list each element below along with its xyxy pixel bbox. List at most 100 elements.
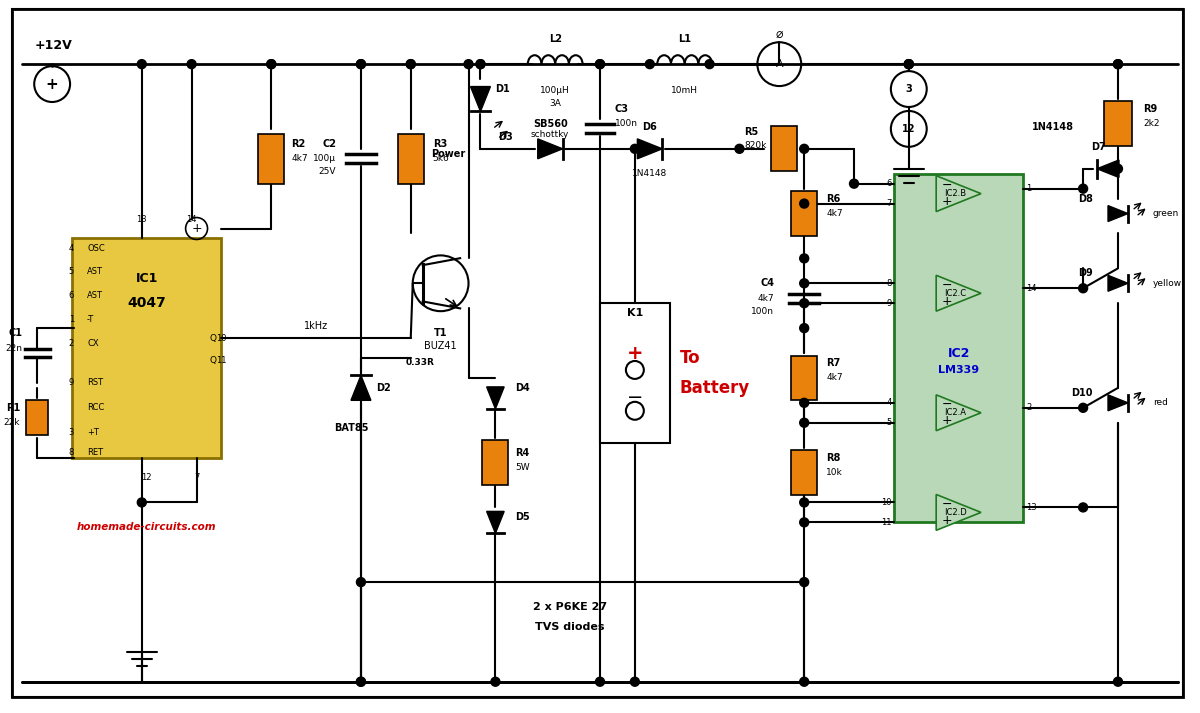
Circle shape	[850, 179, 858, 188]
FancyBboxPatch shape	[772, 126, 797, 171]
Text: 7: 7	[194, 473, 199, 481]
Text: L2: L2	[548, 34, 562, 44]
Circle shape	[799, 578, 809, 587]
Text: R9: R9	[1142, 104, 1157, 114]
Circle shape	[356, 677, 366, 686]
Text: ⌀: ⌀	[775, 28, 784, 41]
Text: Q: Q	[210, 334, 216, 342]
Text: 12: 12	[902, 124, 916, 134]
Text: −: −	[942, 279, 953, 292]
Text: 13: 13	[1026, 503, 1037, 512]
Text: AST: AST	[88, 267, 103, 276]
Circle shape	[646, 60, 654, 68]
Text: 2: 2	[1026, 404, 1032, 412]
Text: 3: 3	[68, 429, 74, 437]
Circle shape	[356, 677, 366, 686]
Circle shape	[476, 60, 485, 68]
Text: IC2.A: IC2.A	[944, 409, 967, 417]
Text: 4k7: 4k7	[292, 154, 308, 163]
Text: 4k7: 4k7	[826, 374, 842, 382]
Circle shape	[799, 419, 809, 427]
Polygon shape	[1097, 160, 1118, 178]
Text: Q: Q	[210, 356, 216, 366]
Polygon shape	[470, 86, 491, 111]
FancyBboxPatch shape	[1104, 101, 1132, 146]
Circle shape	[799, 677, 809, 686]
FancyBboxPatch shape	[791, 191, 817, 236]
Text: 1: 1	[68, 314, 74, 324]
Text: +: +	[942, 294, 953, 308]
Polygon shape	[1108, 275, 1128, 291]
Circle shape	[266, 60, 276, 68]
Text: D9: D9	[1079, 268, 1093, 278]
Text: BUZ41: BUZ41	[425, 341, 457, 351]
Text: 7: 7	[887, 199, 892, 208]
Text: Power: Power	[431, 149, 466, 159]
Circle shape	[187, 60, 196, 68]
Text: 5k6: 5k6	[433, 154, 450, 163]
Text: +: +	[626, 344, 643, 362]
Text: K1: K1	[626, 308, 643, 318]
Text: 100n: 100n	[751, 307, 774, 316]
Circle shape	[630, 144, 640, 153]
Text: D6: D6	[642, 122, 658, 132]
Text: +: +	[942, 414, 953, 427]
Text: D3: D3	[498, 132, 512, 142]
Text: IC2.C: IC2.C	[944, 289, 967, 298]
Text: 100µH: 100µH	[540, 86, 570, 95]
Text: 4k7: 4k7	[757, 294, 774, 303]
Text: +: +	[191, 222, 202, 235]
Circle shape	[799, 399, 809, 407]
Text: R4: R4	[515, 448, 529, 458]
Text: homemade-circuits.com: homemade-circuits.com	[77, 523, 216, 533]
Text: CX: CX	[88, 339, 98, 347]
Text: R7: R7	[826, 358, 840, 368]
Circle shape	[1114, 60, 1122, 68]
Text: 6: 6	[887, 179, 892, 188]
Polygon shape	[538, 139, 563, 159]
Text: 4: 4	[887, 399, 892, 407]
Text: 8: 8	[887, 279, 892, 288]
Text: R8: R8	[826, 453, 840, 463]
Text: 22n: 22n	[5, 344, 23, 352]
Polygon shape	[936, 175, 982, 212]
Text: 25V: 25V	[318, 168, 336, 176]
Circle shape	[706, 60, 714, 68]
Text: A: A	[775, 59, 784, 69]
Text: schottky: schottky	[532, 130, 569, 139]
Text: R3: R3	[433, 139, 446, 149]
Text: 4: 4	[68, 244, 74, 253]
Text: L1: L1	[678, 34, 691, 44]
Text: 1N4148: 1N4148	[632, 169, 667, 178]
Circle shape	[1114, 60, 1122, 68]
Text: RET: RET	[88, 448, 103, 457]
Circle shape	[476, 60, 485, 68]
Circle shape	[799, 324, 809, 332]
FancyBboxPatch shape	[600, 303, 670, 443]
Circle shape	[266, 60, 276, 68]
Text: 2: 2	[68, 339, 74, 347]
Text: 10: 10	[881, 498, 892, 507]
Text: D8: D8	[1078, 194, 1093, 204]
Polygon shape	[936, 395, 982, 431]
Text: −: −	[626, 389, 643, 407]
Text: LM339: LM339	[938, 365, 979, 375]
Polygon shape	[936, 494, 982, 530]
Circle shape	[464, 60, 473, 68]
Circle shape	[799, 199, 809, 208]
Text: +: +	[942, 195, 953, 208]
Text: SB560: SB560	[533, 119, 568, 129]
Text: 3: 3	[906, 84, 912, 94]
Circle shape	[799, 279, 809, 288]
Text: -T: -T	[88, 314, 95, 324]
Circle shape	[407, 60, 415, 68]
Circle shape	[905, 60, 913, 68]
Text: 9: 9	[887, 299, 892, 308]
Circle shape	[799, 518, 809, 527]
Text: 820k: 820k	[744, 141, 767, 150]
Text: 8: 8	[68, 448, 74, 457]
Circle shape	[799, 254, 809, 263]
Circle shape	[1079, 503, 1087, 512]
Text: 5: 5	[887, 419, 892, 427]
Text: D4: D4	[515, 383, 530, 393]
